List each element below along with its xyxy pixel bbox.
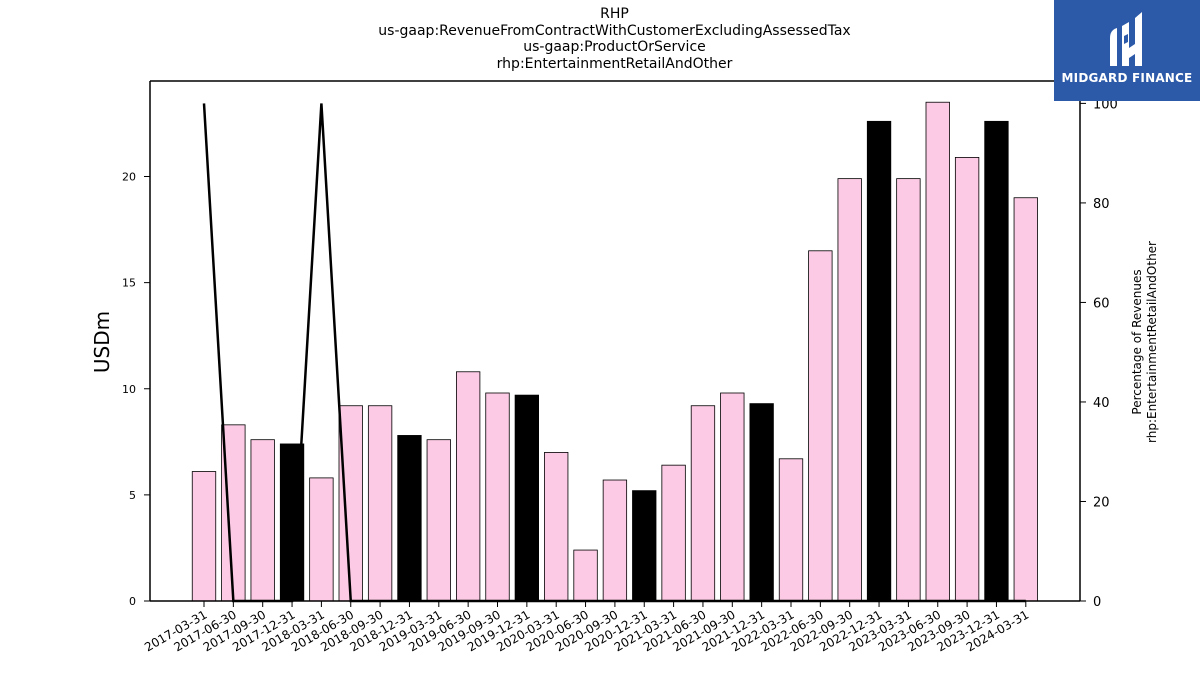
bar [367, 405, 393, 602]
bar [661, 464, 686, 602]
title-line-axis: us-gaap:ProductOrService [523, 39, 706, 55]
logo-mark-icon [1110, 12, 1142, 66]
bar [485, 392, 510, 602]
bar [1013, 197, 1038, 602]
bar [984, 120, 1009, 602]
title-line-concept: us-gaap:RevenueFromContractWithCustomerE… [378, 22, 851, 39]
bar [338, 405, 363, 602]
logo-text: MIDGARD FINANCE [1061, 71, 1193, 85]
title-line-ticker: RHP [600, 6, 629, 22]
bar [690, 405, 716, 602]
bar [866, 120, 892, 602]
y-tick-label: 20 [122, 171, 136, 184]
y2-tick-label: 40 [1093, 396, 1110, 411]
y-tick-label: 5 [129, 489, 136, 502]
bar [426, 439, 451, 602]
y-tick-label: 15 [122, 277, 136, 290]
bar [808, 250, 833, 602]
y2-axis-label-line1: Percentage of Revenues [1130, 269, 1144, 415]
chart-title: RHP us-gaap:RevenueFromContractWithCusto… [0, 6, 1200, 72]
y2-tick-label: 60 [1093, 296, 1110, 311]
bar [632, 490, 657, 602]
bar [954, 157, 980, 602]
bar [514, 394, 539, 602]
bar [250, 439, 275, 602]
bar [896, 178, 921, 602]
title-line-member: rhp:EntertainmentRetailAndOther [496, 55, 733, 72]
bar [191, 471, 217, 602]
bar [749, 403, 774, 602]
y-tick-label: 0 [129, 595, 136, 608]
bar [544, 452, 569, 602]
bar [837, 178, 862, 602]
bar [602, 479, 628, 602]
y2-tick-label: 80 [1093, 197, 1110, 212]
midgard-finance-logo: MIDGARD FINANCE [1054, 0, 1200, 101]
bar [309, 477, 334, 602]
bar [778, 458, 804, 602]
bar [455, 371, 481, 602]
y-axis-label: USDm [90, 310, 114, 374]
bar [573, 549, 598, 602]
y-tick-label: 10 [122, 383, 136, 396]
y2-axis-label: Percentage of Revenues rhp:Entertainment… [1130, 241, 1160, 443]
bar [720, 392, 745, 602]
y2-axis-label-line2: rhp:EntertainmentRetailAndOther [1145, 241, 1159, 443]
bar [925, 101, 950, 602]
y2-tick-label: 0 [1093, 595, 1101, 610]
y2-tick-label: 20 [1093, 495, 1110, 510]
y2-tick-label: 100 [1093, 97, 1118, 112]
bar [397, 435, 422, 602]
